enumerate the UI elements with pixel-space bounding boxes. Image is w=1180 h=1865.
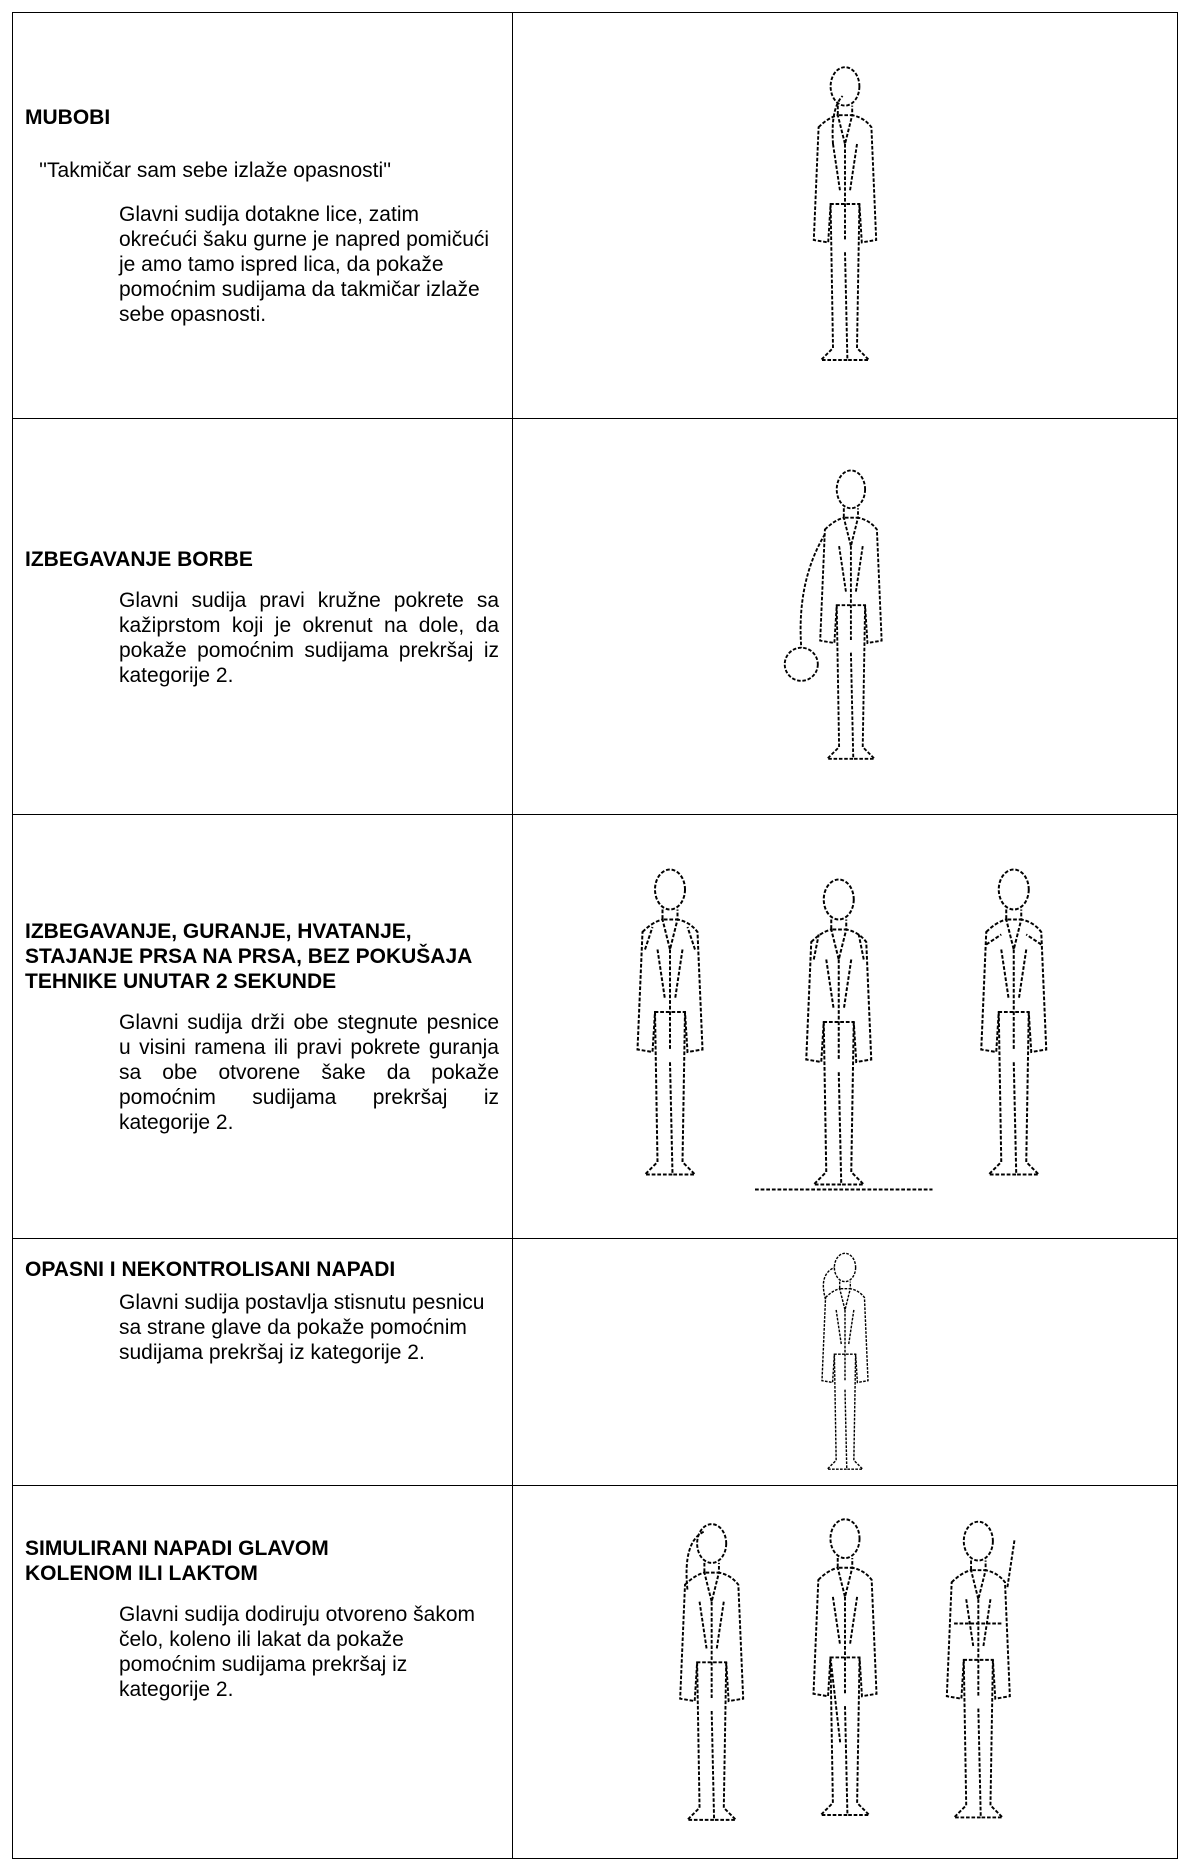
row-title: IZBEGAVANJE, GURANJE, HVATANJE, STAJANJE… bbox=[25, 920, 472, 993]
cell-figure bbox=[513, 1486, 1177, 1858]
row: IZBEGAVANJE, GURANJE, HVATANJE, STAJANJE… bbox=[12, 814, 1178, 1239]
cell-text: OPASNI I NEKONTROLISANI NAPADI Glavni su… bbox=[13, 1239, 513, 1486]
cell-text: IZBEGAVANJE, GURANJE, HVATANJE, STAJANJE… bbox=[13, 815, 513, 1239]
description: Glavni sudija dodiruju otvoreno šakom če… bbox=[119, 1603, 476, 1701]
row-title: OPASNI I NEKONTROLISANI NAPADI bbox=[25, 1258, 396, 1281]
row: SIMULIRANI NAPADI GLAVOM KOLENOM ILI LAK… bbox=[12, 1485, 1178, 1859]
description: Glavni sudija dotakne lice, zatim okreću… bbox=[119, 203, 490, 326]
referee-figure bbox=[783, 469, 883, 760]
cell-figure bbox=[513, 419, 1177, 815]
table: MUBOBI ''Takmičar sam sebe izlaže opasno… bbox=[12, 12, 1178, 1859]
description: Glavni sudija pravi kružne pokrete sa ka… bbox=[119, 588, 499, 687]
row: MUBOBI ''Takmičar sam sebe izlaže opasno… bbox=[12, 12, 1178, 419]
description: Glavni sudija drži obe stegnute pesnice … bbox=[119, 1011, 499, 1134]
referee-figures bbox=[636, 868, 1048, 1191]
cell-text: SIMULIRANI NAPADI GLAVOM KOLENOM ILI LAK… bbox=[13, 1486, 513, 1858]
row: OPASNI I NEKONTROLISANI NAPADI Glavni su… bbox=[12, 1238, 1178, 1486]
quote: ''Takmičar sam sebe izlaže opasnosti'' bbox=[39, 159, 392, 182]
cell-figure bbox=[513, 1239, 1177, 1486]
description: Glavni sudija postavlja stisnutu pesnicu… bbox=[119, 1291, 485, 1364]
row-title: MUBOBI bbox=[25, 106, 111, 129]
referee-figures bbox=[679, 1518, 1016, 1821]
referee-figure bbox=[812, 66, 878, 361]
cell-text: IZBEGAVANJE BORBE Glavni sudija pravi kr… bbox=[13, 419, 513, 815]
cell-figure bbox=[513, 815, 1177, 1239]
row-title: SIMULIRANI NAPADI GLAVOM KOLENOM ILI LAK… bbox=[25, 1537, 329, 1585]
row-title: IZBEGAVANJE BORBE bbox=[25, 547, 253, 571]
row: IZBEGAVANJE BORBE Glavni sudija pravi kr… bbox=[12, 418, 1178, 815]
cell-text: MUBOBI ''Takmičar sam sebe izlaže opasno… bbox=[13, 13, 513, 419]
referee-figure bbox=[821, 1252, 869, 1470]
cell-figure bbox=[513, 13, 1177, 419]
